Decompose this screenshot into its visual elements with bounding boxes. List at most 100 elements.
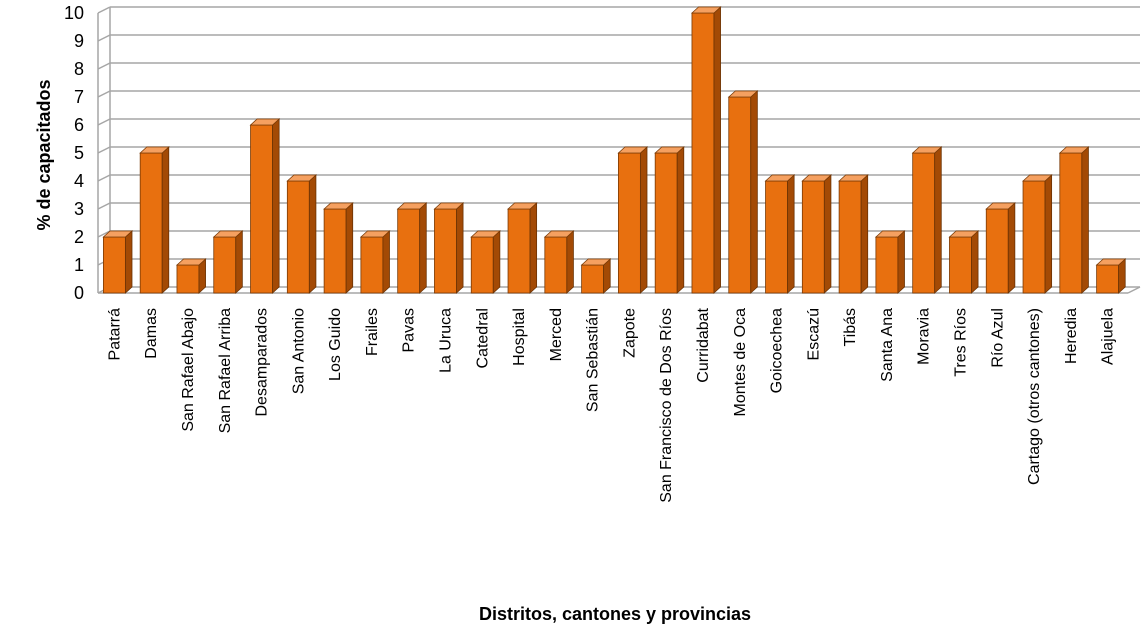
bar-side (787, 174, 795, 294)
bar (1095, 258, 1127, 294)
bar (139, 146, 170, 294)
bar (727, 90, 759, 294)
bar-top (396, 202, 428, 210)
bar-front (654, 152, 678, 294)
y-tick-label: 6 (74, 115, 84, 135)
x-tick-label: Tres Ríos (952, 308, 969, 377)
bar (654, 146, 685, 294)
bar (323, 202, 354, 294)
bar (433, 202, 465, 294)
bar (507, 202, 538, 294)
bar-front (470, 236, 494, 294)
bar-front (250, 124, 273, 294)
x-tick-label: Zapote (621, 308, 638, 358)
bar-front (912, 152, 936, 294)
bar (617, 146, 649, 294)
gridline-depth (97, 62, 111, 70)
bar-top (543, 230, 575, 238)
floor-right-edge (1127, 286, 1141, 294)
bar (838, 174, 869, 294)
gridline-depth (97, 202, 111, 210)
bar (911, 146, 943, 294)
x-tick-label: Desamparados (254, 308, 271, 417)
y-axis-ticks: 0 1 2 3 4 5 6 7 8 9 10 (64, 3, 84, 303)
bar (249, 118, 281, 294)
bar-side (124, 230, 133, 294)
bar-side (823, 174, 832, 294)
gridline-depth (97, 34, 111, 42)
bar-top (1095, 258, 1127, 266)
bar-top (874, 230, 906, 238)
x-axis-title: Distritos, cantones y provincias (479, 604, 751, 624)
x-tick-label: Heredia (1063, 308, 1080, 364)
bar (175, 258, 207, 294)
bar-top (1022, 174, 1053, 182)
bar-front (286, 180, 310, 294)
bar-side (382, 230, 390, 294)
bar-top (507, 202, 538, 210)
bar (580, 258, 612, 294)
bar-top (359, 230, 391, 238)
bar (470, 230, 501, 294)
bar-front (765, 180, 788, 294)
bar-side (456, 202, 464, 294)
bar-top (249, 118, 281, 126)
x-tick-label: Tibás (842, 308, 859, 347)
gridline-depth (97, 6, 111, 14)
bar-side (419, 202, 427, 294)
bar-front (139, 152, 163, 294)
bar-front (617, 152, 641, 294)
bar-front (397, 208, 421, 294)
y-tick-label: 8 (74, 59, 84, 79)
bar (948, 230, 980, 294)
x-tick-label: Río Azul (989, 308, 1006, 368)
bar-front (691, 12, 715, 294)
bar-top (617, 146, 649, 154)
bar-top (948, 230, 980, 238)
x-tick-label: Montes de Oca (732, 308, 749, 417)
bar-top (727, 90, 759, 98)
gridline-depth (97, 174, 111, 182)
x-tick-label: San Francisco de Dos Ríos (658, 308, 675, 503)
x-tick-label: San Antonio (290, 308, 307, 394)
x-tick-label: San Sebastián (585, 308, 602, 412)
x-tick-label: Moravia (916, 308, 933, 365)
bar-side (308, 174, 317, 294)
bar-top (654, 146, 685, 154)
bar-front (1022, 180, 1046, 294)
x-tick-label: Damas (143, 308, 160, 359)
x-tick-label: Frailes (364, 308, 381, 356)
y-tick-label: 5 (74, 143, 84, 163)
bar-side (676, 146, 685, 294)
bar-front (544, 236, 568, 294)
bar-front (176, 264, 200, 294)
bar-front (507, 208, 531, 294)
bar-front (985, 208, 1009, 294)
bar-front (1096, 264, 1120, 294)
x-tick-label: Goicoechea (769, 308, 786, 393)
bar-top (470, 230, 501, 238)
bar-top (286, 174, 317, 182)
x-tick-label: Hospital (511, 308, 528, 366)
bar-top (212, 230, 244, 238)
bar (359, 230, 391, 294)
bar-side (345, 202, 354, 294)
x-tick-label: Pavas (401, 308, 418, 352)
bar-top (690, 6, 722, 14)
x-tick-label: Patarrá (106, 308, 123, 361)
bar-side (492, 230, 501, 294)
x-tick-label: Curridabat (695, 307, 712, 382)
bar-side (272, 118, 280, 294)
bar (1058, 146, 1090, 294)
bar-top (985, 202, 1016, 210)
bar-front (875, 236, 899, 294)
bar (801, 174, 832, 294)
bar (543, 230, 575, 294)
y-axis-title: % de capacitados (34, 79, 54, 230)
bar-side (235, 230, 243, 294)
bar-front (1059, 152, 1083, 294)
bar-top (838, 174, 869, 182)
x-tick-label: Catedral (474, 308, 491, 368)
gridline-depth (97, 118, 111, 126)
